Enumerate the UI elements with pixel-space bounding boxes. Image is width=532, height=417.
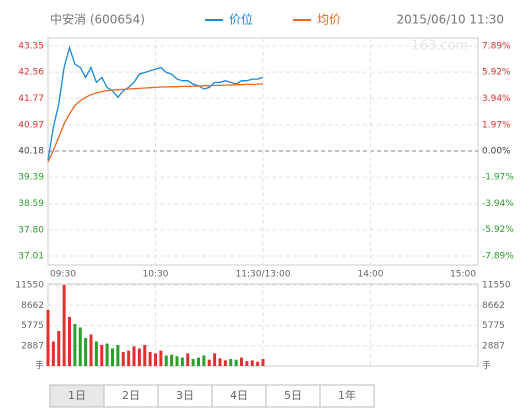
- volume-bar: [62, 285, 66, 366]
- tab[interactable]: 1日: [49, 384, 105, 408]
- volume-bar: [202, 355, 206, 366]
- volume-bar: [154, 353, 157, 366]
- volume-bar: [175, 356, 179, 366]
- vol-tick-label-right: 2887: [482, 341, 505, 351]
- stock-title: 中安消 (600654): [50, 12, 145, 27]
- volume-bar: [84, 337, 88, 366]
- volume-bar: [164, 355, 168, 366]
- price-line: [47, 83, 263, 163]
- volume-bar: [57, 330, 61, 366]
- y-tick-label: 42.56: [18, 68, 44, 78]
- volume-bar: [245, 361, 249, 366]
- y-tick-label: 41.77: [18, 94, 44, 104]
- volume-bar: [256, 361, 260, 366]
- y-tick-label: 43.35: [18, 41, 44, 51]
- volume-bar: [68, 316, 71, 366]
- volume-bar: [159, 350, 163, 366]
- watermark: 163.com: [411, 39, 468, 54]
- volume-bar: [191, 358, 195, 366]
- x-tick-label: 11:30/13:00: [236, 270, 291, 280]
- tab[interactable]: 2日: [103, 384, 159, 408]
- vol-tick-label-right: 11550: [482, 281, 511, 291]
- y2-tick-label: -1.97%: [482, 173, 514, 183]
- volume-bar: [229, 358, 233, 366]
- y-tick-label: 37.80: [18, 225, 44, 235]
- volume-bar: [197, 357, 200, 366]
- y-tick-label: 38.59: [18, 199, 44, 209]
- volume-bar: [111, 348, 114, 366]
- vol-tick-label: 8662: [21, 301, 44, 311]
- volume-bar: [78, 327, 82, 366]
- tab-box: [319, 384, 375, 408]
- date: 2015/06/10 11:30: [396, 13, 504, 27]
- y2-tick-label: 7.89%: [482, 41, 511, 51]
- y2-tick-label: -7.89%: [482, 251, 514, 261]
- tab-label: 1日: [68, 389, 86, 402]
- y2-tick-label: 1.97%: [482, 120, 511, 130]
- volume-bar: [218, 358, 222, 366]
- volume-bar: [46, 309, 50, 366]
- y2-tick-label: 0.00%: [482, 146, 511, 156]
- volume-bar: [186, 353, 190, 366]
- tab[interactable]: 1年: [319, 384, 375, 408]
- tab[interactable]: 5日: [265, 384, 321, 408]
- volume-bar: [100, 344, 104, 366]
- volume-bar: [89, 334, 93, 366]
- volume-bar: [116, 344, 120, 366]
- y2-tick-label: 3.94%: [482, 94, 511, 104]
- y-tick-label: 39.39: [18, 173, 44, 183]
- y-tick-label: 37.01: [18, 252, 44, 262]
- vol-unit-right: 手: [482, 360, 491, 372]
- volume-bar: [73, 323, 77, 366]
- volume-bar: [170, 354, 174, 366]
- tab-label: 5日: [284, 389, 302, 402]
- price-line: [47, 45, 264, 161]
- tab[interactable]: 4日: [211, 384, 267, 408]
- volume-bar: [250, 360, 254, 366]
- volume-bar: [207, 359, 211, 366]
- vol-tick-label: 2887: [21, 341, 44, 351]
- volume-bar: [234, 359, 238, 366]
- volume-bar: [132, 346, 136, 366]
- volume-bar: [51, 341, 55, 366]
- volume-bar: [261, 358, 265, 366]
- tab-label: 3日: [176, 389, 194, 402]
- volume-bar: [180, 357, 184, 366]
- volume-bar: [127, 350, 131, 366]
- volume-bar: [213, 353, 217, 366]
- y-tick-label: 40.18: [18, 147, 44, 157]
- y2-tick-label: -5.92%: [482, 225, 514, 235]
- tab-label: 2日: [122, 389, 140, 402]
- x-tick-label: 09:30: [50, 270, 76, 280]
- vol-unit: 手: [35, 360, 44, 372]
- x-tick-label: 10:30: [143, 270, 169, 280]
- volume-bar: [121, 351, 125, 366]
- vol-tick-label-right: 8662: [482, 301, 505, 311]
- x-tick-label: 14:00: [358, 270, 384, 280]
- legend-label: 均价: [317, 13, 341, 27]
- y-tick-label: 40.97: [18, 120, 44, 130]
- x-tick-label: 15:00: [450, 270, 476, 280]
- vol-tick-label-right: 5775: [482, 321, 505, 331]
- volume-bar: [143, 344, 147, 366]
- legend-label: 价位: [229, 12, 253, 27]
- volume-bar: [105, 343, 109, 366]
- volume-bar: [94, 341, 98, 366]
- volume-bar: [148, 351, 152, 366]
- y2-tick-label: 5.92%: [482, 68, 511, 78]
- tab-label: 4日: [230, 389, 248, 402]
- vol-tick-label: 5775: [21, 321, 44, 331]
- volume-bar: [137, 348, 141, 366]
- vol-tick-label: 11550: [15, 281, 44, 291]
- tab-label: 1年: [338, 388, 356, 402]
- tab[interactable]: 3日: [157, 384, 213, 408]
- y2-tick-label: -3.94%: [482, 199, 514, 209]
- volume-bar: [240, 357, 243, 366]
- volume-bar: [223, 360, 227, 366]
